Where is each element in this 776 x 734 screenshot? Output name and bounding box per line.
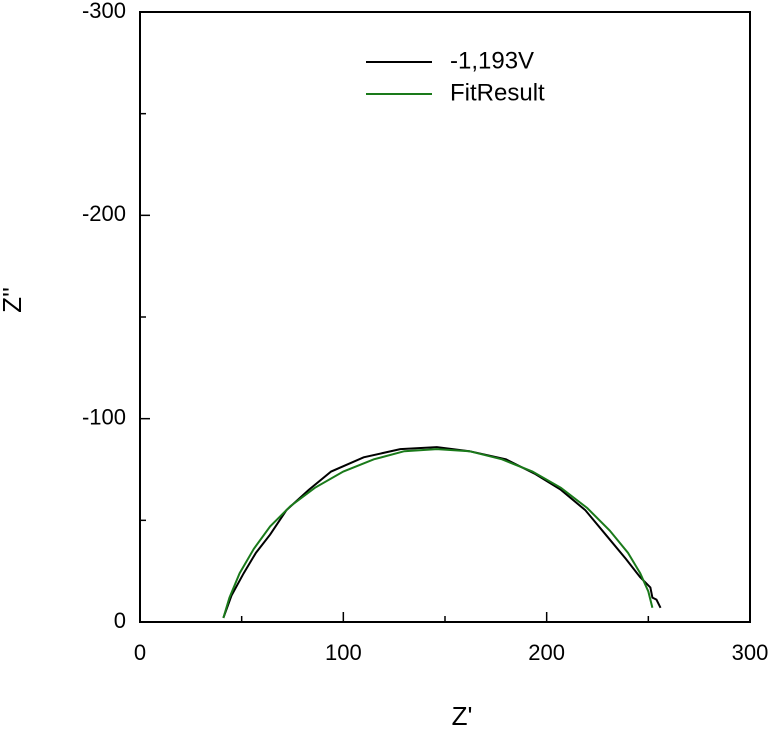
y-tick-label: 0: [114, 608, 126, 633]
legend-label: -1,193V: [450, 47, 534, 74]
x-axis-label: Z': [452, 701, 473, 731]
y-tick-label: -100: [82, 404, 126, 429]
data-line: [222, 448, 654, 619]
x-tick-label: 0: [134, 640, 146, 665]
y-axis-label: Z'': [0, 287, 27, 313]
x-tick-label: 300: [732, 640, 769, 665]
y-tick-label: -300: [82, 0, 126, 23]
y-tick-label: -200: [82, 201, 126, 226]
legend-label: FitResult: [450, 79, 545, 106]
data-line: [222, 446, 662, 619]
x-tick-label: 200: [528, 640, 565, 665]
x-tick-label: 100: [325, 640, 362, 665]
plot-frame: [139, 11, 751, 623]
